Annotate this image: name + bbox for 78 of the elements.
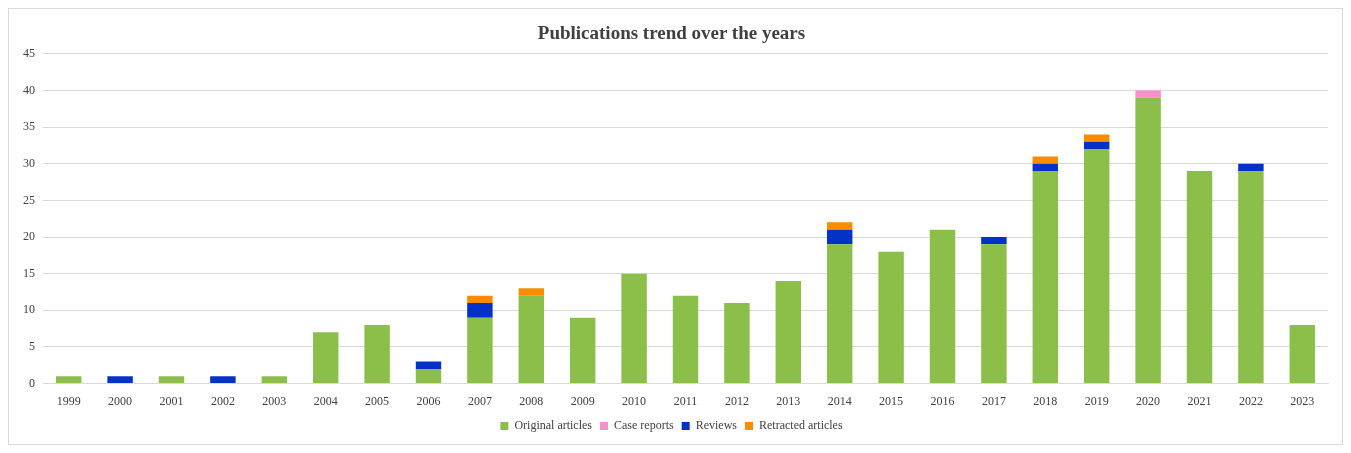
bar	[55, 376, 82, 384]
bar	[1083, 149, 1110, 384]
bar	[467, 295, 493, 303]
bar	[312, 332, 339, 384]
x-tick-label: 2012	[724, 393, 749, 408]
bar	[467, 302, 493, 318]
y-tick-label: 40	[23, 82, 35, 97]
x-tick-label: 2022	[1238, 393, 1263, 408]
y-tick-label: 20	[23, 229, 35, 244]
x-tick-label: 2003	[262, 393, 287, 408]
x-tick-label: 2017	[981, 393, 1006, 408]
x-tick-label: 2000	[108, 393, 133, 408]
bar	[1032, 171, 1059, 384]
x-tick-label: 2018	[1033, 393, 1058, 408]
bar	[1083, 141, 1110, 150]
bar	[364, 324, 390, 384]
x-tick-label: 2009	[570, 393, 595, 408]
chart-title: Publications trend over the years	[537, 22, 806, 44]
x-tick-label: 2021	[1187, 393, 1212, 408]
y-tick-label: 35	[23, 119, 35, 134]
x-tick-label: 2001	[159, 393, 184, 408]
y-tick-label: 5	[29, 339, 35, 354]
x-tick-label: 2014	[827, 393, 852, 408]
bar	[1135, 97, 1161, 384]
y-tick-label: 0	[29, 375, 35, 390]
bar	[158, 376, 185, 384]
x-tick-label: 2016	[930, 393, 955, 408]
y-tick-label: 15	[23, 265, 35, 280]
bar	[1083, 134, 1110, 142]
bar	[981, 237, 1007, 245]
bar	[878, 251, 904, 384]
legend-label: Retracted articles	[759, 418, 843, 433]
y-tick-label: 10	[23, 302, 35, 317]
bar	[826, 222, 853, 230]
x-tick-label: 2011	[673, 393, 698, 408]
x-tick-label: 2006	[416, 393, 441, 408]
x-tick-label: 2019	[1084, 393, 1109, 408]
bar	[1186, 171, 1213, 384]
bar	[107, 376, 133, 384]
y-tick-label: 45	[23, 45, 35, 60]
bar	[1238, 171, 1264, 384]
bar	[724, 302, 750, 384]
bar	[929, 229, 956, 384]
legend-label: Case reports	[614, 418, 674, 433]
x-tick-label: 2004	[313, 393, 338, 408]
bar	[1289, 324, 1316, 384]
legend-label: Reviews	[695, 418, 738, 433]
bar	[210, 376, 236, 384]
x-tick-label: 2015	[879, 393, 904, 408]
x-tick-label: 2005	[365, 393, 390, 408]
x-tick-label: 2013	[776, 393, 801, 408]
x-tick-label: 2008	[519, 393, 544, 408]
bar	[1032, 163, 1059, 172]
bar	[1032, 156, 1059, 164]
bar	[1135, 90, 1161, 98]
bar	[518, 288, 545, 296]
x-tick-label: 2002	[210, 393, 235, 408]
x-tick-label: 1999	[56, 393, 81, 408]
bar	[826, 229, 853, 245]
bar	[621, 273, 647, 384]
bar	[775, 281, 802, 384]
bar	[415, 368, 442, 384]
x-tick-label: 2007	[467, 393, 492, 408]
bar	[518, 295, 545, 384]
x-tick-label: 2023	[1290, 393, 1315, 408]
legend-label: Original articles	[514, 418, 593, 433]
bar	[826, 244, 853, 384]
y-tick-label: 25	[23, 192, 35, 207]
bar	[569, 317, 596, 384]
bar	[672, 295, 699, 384]
x-tick-label: 2010	[622, 393, 647, 408]
bar	[1238, 163, 1264, 172]
bar	[981, 244, 1007, 384]
bar	[415, 361, 442, 369]
x-tick-label: 2020	[1136, 393, 1161, 408]
bar	[261, 376, 288, 384]
bar	[467, 317, 493, 384]
y-tick-label: 30	[23, 155, 35, 170]
